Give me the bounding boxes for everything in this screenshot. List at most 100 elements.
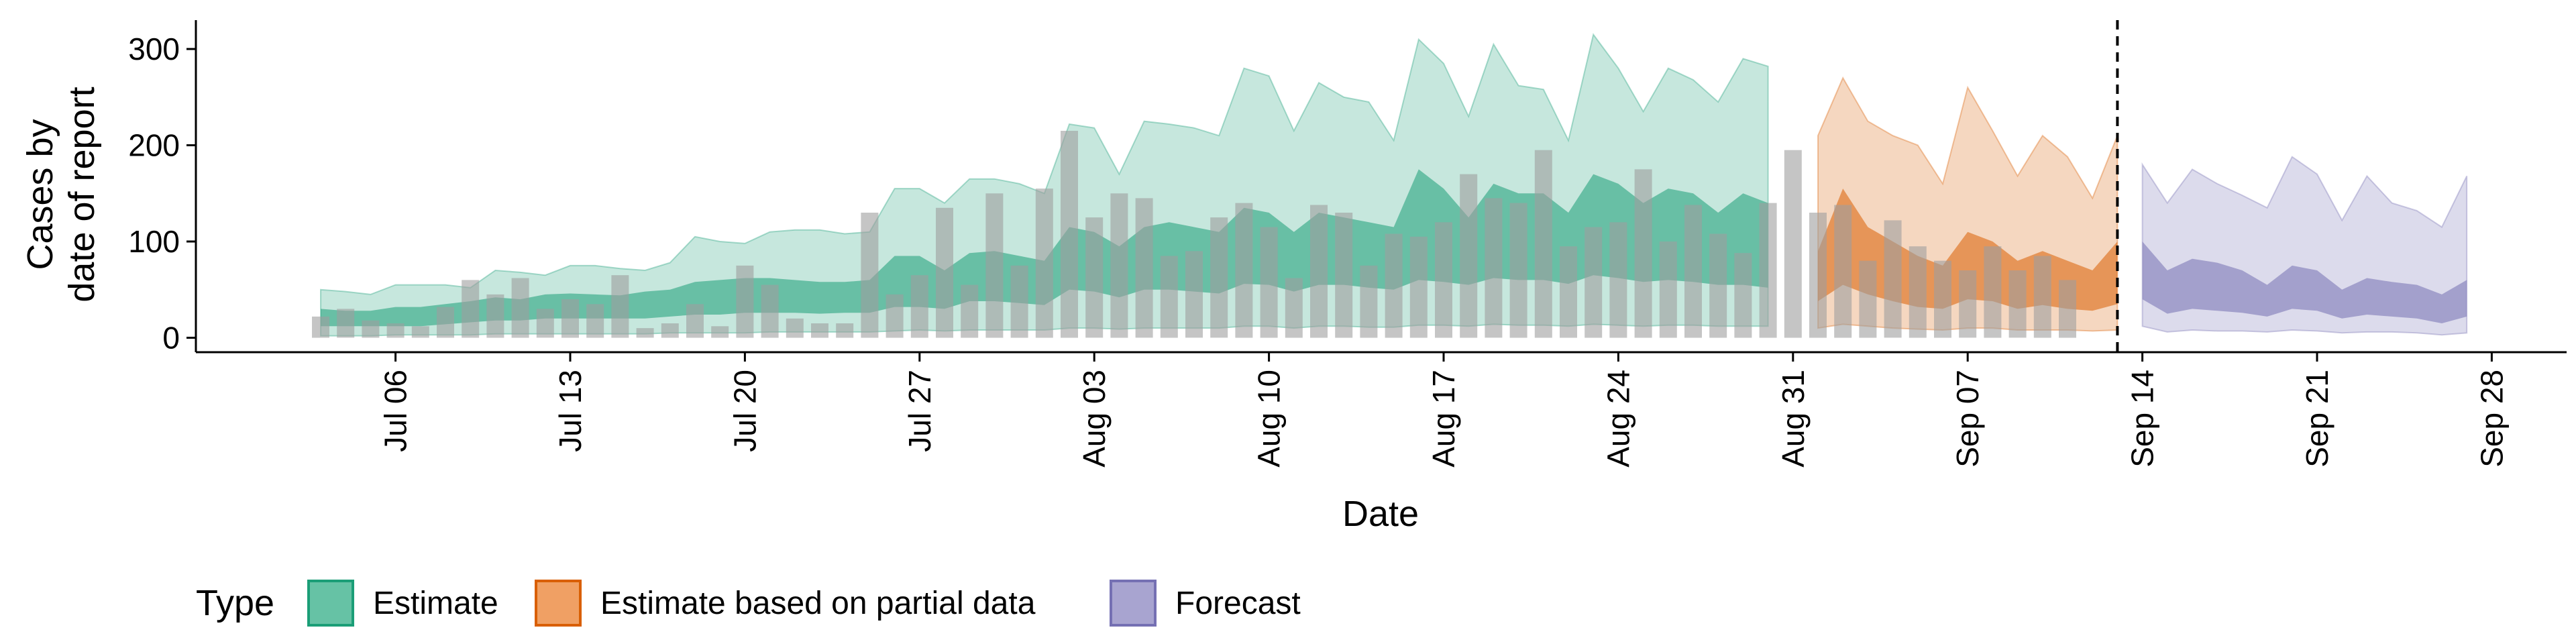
reported-cases-bar <box>1934 260 1951 338</box>
reported-cases-bar <box>786 318 804 338</box>
reported-cases-bar <box>1585 227 1603 338</box>
reported-cases-bar <box>1260 227 1278 338</box>
y-tick-label: 0 <box>162 320 180 355</box>
reported-cases-bar <box>1859 260 1877 338</box>
reported-cases-bar <box>1684 205 1702 338</box>
reported-cases-bar <box>1061 131 1078 338</box>
x-tick-label: Sep 21 <box>2300 370 2334 468</box>
reported-cases-bar <box>1010 265 1028 338</box>
reported-cases-bar <box>1959 270 1977 338</box>
x-tick-label: Aug 03 <box>1077 370 1112 468</box>
reported-cases-bar <box>1609 222 1627 338</box>
reported-cases-bar <box>961 284 979 338</box>
x-tick-label: Aug 17 <box>1426 370 1461 468</box>
x-axis-title: Date <box>1342 494 1419 534</box>
reported-cases-bar <box>1809 213 1827 338</box>
legend-label-estimate: Estimate <box>373 586 498 621</box>
reported-cases-bar <box>411 326 429 338</box>
reported-cases-bar <box>661 323 679 338</box>
x-tick-label: Aug 31 <box>1776 370 1811 468</box>
reported-cases-bar <box>1909 246 1927 338</box>
legend-key-partial <box>535 580 582 627</box>
axes <box>195 20 2567 354</box>
x-tick-label: Sep 14 <box>2125 370 2160 468</box>
reported-cases-bar <box>636 328 654 338</box>
reported-cases-bar <box>486 294 504 338</box>
reported-cases-bar <box>1560 246 1577 338</box>
reported-cases-bar <box>2033 256 2051 338</box>
reported-cases-bar <box>1659 241 1677 338</box>
reported-cases-bar <box>386 323 405 338</box>
reported-cases-bar <box>1035 189 1053 338</box>
reported-cases-bar <box>1185 251 1203 338</box>
reported-cases-bar <box>362 320 380 338</box>
legend-label-forecast: Forecast <box>1175 586 1301 621</box>
reported-cases-bar <box>1360 265 1378 338</box>
reported-cases-bar <box>985 193 1004 338</box>
reported-cases-bar <box>536 309 554 338</box>
reported-cases-bar <box>2059 280 2076 338</box>
reported-cases-bar <box>1110 193 1128 338</box>
y-tick-label: 100 <box>128 224 180 259</box>
reported-cases-bar <box>1460 174 1478 338</box>
reported-cases-bar <box>1135 198 1153 338</box>
reported-cases-bar <box>1784 150 1802 338</box>
plot-area <box>312 20 2468 352</box>
reported-cases-bar <box>561 299 579 338</box>
reported-cases-bar <box>936 207 953 338</box>
reported-cases-bar <box>1709 233 1727 338</box>
reported-cases-bar <box>711 326 729 338</box>
reported-cases-bar <box>1435 222 1452 338</box>
reported-cases-bar <box>437 307 454 338</box>
reported-cases-bar <box>1509 203 1527 338</box>
x-tick-label: Jul 20 <box>727 370 762 452</box>
reported-cases-bar <box>1984 246 2002 338</box>
reported-cases-bar <box>1085 217 1104 338</box>
y-tick-label: 200 <box>128 128 180 163</box>
reported-cases-bar <box>1409 236 1428 338</box>
reported-cases-bar <box>611 275 629 338</box>
y-tick-label: 300 <box>128 32 180 66</box>
reported-cases-bar <box>1485 198 1503 338</box>
reported-cases-bar <box>910 275 928 338</box>
reported-cases-bar <box>462 280 480 338</box>
legend-label-partial: Estimate based on partial data <box>600 586 1036 621</box>
reported-cases-bar <box>1634 169 1652 338</box>
y-ticks: 0 100 200 300 <box>128 32 196 355</box>
reported-cases-bar <box>2008 270 2027 338</box>
y-axis-title-line2: date of report <box>62 87 102 302</box>
reported-cases-bar <box>1310 205 1328 338</box>
reported-cases-bar <box>1734 253 1752 338</box>
reported-cases-bar <box>1335 213 1353 338</box>
reported-cases-bar <box>736 265 754 338</box>
reported-cases-bar <box>1534 150 1552 338</box>
ribbon-50-estimate <box>321 169 1768 327</box>
reported-cases-bar <box>885 294 904 338</box>
reported-cases-bar <box>836 323 854 338</box>
reported-cases-bar <box>1210 217 1228 338</box>
x-tick-label: Sep 07 <box>1950 370 1985 468</box>
reported-cases-bar <box>1759 203 1777 338</box>
legend-key-forecast <box>1110 580 1157 627</box>
reported-cases-bar <box>1834 205 1852 338</box>
x-tick-label: Aug 24 <box>1601 370 1635 468</box>
reported-cases-bar <box>811 323 828 338</box>
x-tick-label: Sep 28 <box>2474 370 2509 468</box>
reported-cases-bar <box>861 213 879 338</box>
x-tick-label: Jul 27 <box>902 370 937 452</box>
reported-cases-bar <box>1160 256 1178 338</box>
reported-cases-bar <box>511 278 529 338</box>
reported-cases-bar <box>1235 203 1253 338</box>
legend-key-estimate <box>307 580 354 627</box>
ribbon-50-forecast <box>2142 241 2467 323</box>
x-tick-label: Jul 06 <box>378 370 413 452</box>
reported-cases-bar <box>1884 220 1902 338</box>
legend-title: Type <box>196 583 274 623</box>
reported-cases-bar <box>761 284 779 338</box>
reported-cases-bar <box>686 304 704 338</box>
reported-cases-bar <box>337 309 355 338</box>
legend: Type Estimate Estimate based on partial … <box>196 580 1301 627</box>
x-tick-label: Aug 10 <box>1252 370 1287 468</box>
reported-cases-bar <box>1385 233 1403 338</box>
